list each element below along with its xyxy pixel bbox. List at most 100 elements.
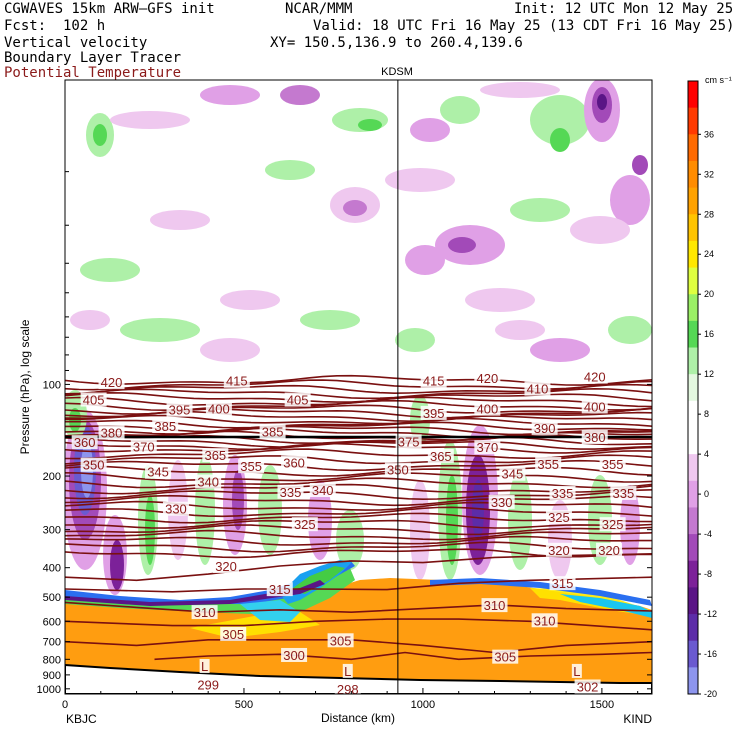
colorbar-swatch (688, 427, 698, 455)
x-tick-label-2: 1000 (411, 699, 435, 711)
colorbar-swatch (688, 480, 698, 508)
theta-label-bg (596, 542, 623, 557)
theta-label: 360 (283, 456, 305, 471)
colorbar-tick-label: 32 (704, 169, 714, 179)
theta-label: 355 (537, 457, 559, 472)
theta-line-low (65, 618, 652, 631)
left-station-label: KBJC (66, 712, 97, 726)
cross-section-coords: XY= 150.5,136.9 to 260.4,139.6 (270, 35, 523, 51)
x-tick-label-3: 1500 (590, 699, 614, 711)
field-boundary-layer-tracer: Boundary Layer Tracer (4, 50, 182, 66)
theta-label-bg (488, 494, 515, 509)
colorbar-tick-label: 28 (704, 209, 714, 219)
theta-label: 385 (154, 419, 176, 434)
theta-label: 320 (215, 559, 237, 574)
theta-label: 400 (584, 399, 606, 414)
theta-label-bg (531, 613, 558, 628)
colorbar-swatch (688, 587, 698, 615)
theta-label-bg (80, 457, 107, 472)
colorbar-swatch (688, 614, 698, 642)
theta-label-bg (571, 663, 582, 678)
theta-label-bg (80, 392, 107, 407)
theta-label: 400 (208, 402, 230, 417)
theta-line (65, 399, 652, 412)
theta-label: 345 (502, 467, 524, 482)
theta-line (65, 529, 652, 541)
theta-label: 385 (262, 425, 284, 440)
y-tick-label-9: 1000 (37, 684, 61, 696)
theta-label-bg (98, 425, 125, 440)
eastern-surface-band (430, 578, 652, 606)
theta-label-bg (223, 373, 250, 388)
colorbar-tick-label: 24 (704, 249, 714, 259)
theta-label: 365 (430, 449, 452, 464)
theta-label-bg (599, 457, 626, 472)
theta-label-bg (281, 647, 308, 662)
colorbar-swatch (688, 187, 698, 215)
colorbar-swatch (688, 400, 698, 428)
theta-line-low (65, 576, 652, 593)
theta-label: 420 (101, 375, 123, 390)
colorbar-tick-label: 12 (704, 369, 714, 379)
theta-label-bg (474, 401, 501, 416)
theta-label-bg (202, 448, 229, 463)
theta-label-bg (420, 405, 447, 420)
theta-label-bg (549, 485, 576, 500)
theta-label: 299 (197, 677, 219, 692)
theta-label: 380 (584, 430, 606, 445)
theta-label: 330 (165, 502, 187, 517)
theta-label: L (344, 664, 351, 679)
theta-label: 305 (222, 627, 244, 642)
plot-area: 420 415 405 415 420 410 420 405 395 400 395 400 400 3… (65, 80, 652, 694)
colorbar-tick-label: 36 (704, 129, 714, 139)
x-tick-label-1: 500 (235, 699, 253, 711)
theta-label-bg (220, 626, 247, 641)
field-potential-temperature: Potential Temperature (4, 65, 182, 81)
purple-low-level-band (65, 580, 325, 606)
theta-label: 335 (613, 486, 635, 501)
theta-label-bg (599, 517, 626, 532)
theta-label-bg (549, 576, 576, 591)
eastern-surface-band-cyan (560, 594, 652, 618)
y-tick-label-8: 900 (43, 670, 61, 682)
theta-label-bg (395, 434, 422, 449)
org-label: NCAR/MMM (285, 1, 353, 17)
upper-velocity-field (70, 80, 652, 362)
valid-time: Valid: 18 UTC Fri 16 May 25 (13 CDT Fri … (313, 18, 735, 34)
colorbar: 36 32 28 24 20 16 12 8 4 0 -4 -8 -12 -16 -20 (687, 80, 717, 699)
colorbar-tick-label: -16 (704, 649, 717, 659)
theta-label: 305 (494, 650, 516, 665)
theta-label: 365 (204, 448, 226, 463)
colorbar-units: cm s⁻¹ (705, 75, 732, 85)
theta-line (65, 500, 652, 511)
theta-labels: 420 415 405 415 420 410 420 405 395 400 395 400 400 3… (71, 369, 637, 694)
theta-label-bg (327, 633, 354, 648)
colorbar-swatch (688, 240, 698, 269)
theta-label-bg (481, 598, 508, 613)
colorbar-tick-label: 4 (704, 449, 709, 459)
model-title: CGWAVES 15km ARW–GFS init (4, 1, 215, 17)
colorbar-tick-label: 0 (704, 489, 709, 499)
theta-line (65, 414, 652, 425)
colorbar-swatch (688, 667, 698, 695)
theta-label: 320 (598, 543, 620, 558)
theta-line (65, 379, 652, 391)
colorbar-tick-label: 8 (704, 409, 709, 419)
theta-label: 310 (484, 598, 506, 613)
theta-line (65, 535, 652, 546)
theta-label-bg (284, 392, 311, 407)
theta-label: 340 (312, 483, 334, 498)
theta-label: 325 (602, 517, 624, 532)
plot-frame (64, 79, 653, 695)
theta-label: 405 (83, 393, 105, 408)
theta-label: 395 (423, 406, 445, 421)
y-tick-label-4: 500 (43, 592, 61, 604)
theta-label-bg (291, 517, 318, 532)
theta-label-bg (334, 682, 361, 694)
colorbar-swatch (688, 534, 698, 562)
theta-label: 360 (74, 435, 96, 450)
theta-line (65, 410, 652, 423)
theta-label-bg (492, 649, 519, 664)
theta-label-bg (199, 659, 210, 674)
theta-label: 335 (552, 486, 574, 501)
